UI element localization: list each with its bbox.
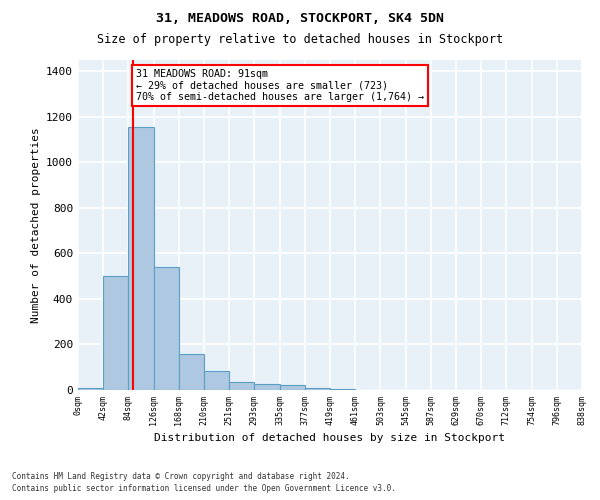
Text: 31, MEADOWS ROAD, STOCKPORT, SK4 5DN: 31, MEADOWS ROAD, STOCKPORT, SK4 5DN	[156, 12, 444, 26]
Bar	[254, 384, 280, 390]
Bar	[305, 388, 330, 390]
Bar	[280, 386, 305, 390]
Y-axis label: Number of detached properties: Number of detached properties	[31, 127, 41, 323]
Bar	[128, 127, 154, 390]
Bar	[154, 267, 179, 390]
Bar	[204, 371, 229, 390]
Bar	[103, 276, 128, 390]
Text: Size of property relative to detached houses in Stockport: Size of property relative to detached ho…	[97, 32, 503, 46]
Bar	[229, 382, 254, 390]
X-axis label: Distribution of detached houses by size in Stockport: Distribution of detached houses by size …	[155, 433, 505, 443]
Bar	[330, 389, 355, 390]
Bar	[78, 388, 103, 390]
Bar	[179, 354, 204, 390]
Text: Contains HM Land Registry data © Crown copyright and database right 2024.: Contains HM Land Registry data © Crown c…	[12, 472, 350, 481]
Text: 31 MEADOWS ROAD: 91sqm
← 29% of detached houses are smaller (723)
70% of semi-de: 31 MEADOWS ROAD: 91sqm ← 29% of detached…	[136, 69, 424, 102]
Text: Contains public sector information licensed under the Open Government Licence v3: Contains public sector information licen…	[12, 484, 396, 493]
